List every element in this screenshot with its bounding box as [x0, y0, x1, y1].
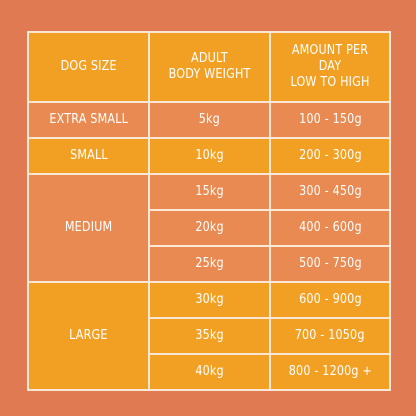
amount-cell: 800 - 1200g + [269, 353, 391, 391]
amount-value: 800 - 1200g + [288, 364, 372, 379]
dog-size-label: LARGE [69, 328, 108, 343]
dog-size-label: SMALL [69, 148, 108, 163]
weight-value: 40kg [195, 364, 224, 379]
header-dog-size: DOG SIZE [27, 31, 150, 103]
weight-cell: 20kg [148, 209, 271, 247]
header-row: DOG SIZE ADULT BODY WEIGHT AMOUNT PER DA… [27, 31, 391, 103]
table-row-large-1: LARGE 30kg 600 - 900g [27, 281, 391, 391]
table-row-medium-1: MEDIUM 15kg 300 - 450g [27, 173, 391, 283]
amount-cell: 600 - 900g [269, 281, 391, 319]
header-amount-line1: AMOUNT PER DAY [291, 43, 369, 74]
weight-cell: 10kg [148, 137, 271, 175]
header-body-weight: ADULT BODY WEIGHT [148, 31, 271, 103]
amount-cell: 400 - 600g [269, 209, 391, 247]
amount-cell: 700 - 1050g [269, 317, 391, 355]
weight-cell: 35kg [148, 317, 271, 355]
weight-cell: 40kg [148, 353, 271, 391]
dog-size-cell-large: LARGE [27, 281, 150, 391]
header-amount-per-day: AMOUNT PER DAY LOW TO HIGH [269, 31, 391, 103]
header-amount-line2: LOW TO HIGH [290, 75, 370, 90]
amount-value: 600 - 900g [298, 292, 362, 307]
amount-value: 200 - 300g [298, 148, 362, 163]
weight-value: 10kg [195, 148, 224, 163]
dog-size-cell-extra-small: EXTRA SMALL [27, 101, 150, 139]
weight-value: 15kg [195, 184, 224, 199]
header-body-weight-line2: BODY WEIGHT [168, 67, 251, 82]
amount-value: 700 - 1050g [295, 328, 365, 343]
weight-value: 25kg [195, 256, 224, 271]
amount-cell: 300 - 450g [269, 173, 391, 211]
table-row-small: SMALL 10kg 200 - 300g [27, 137, 391, 175]
amount-cell: 100 - 150g [269, 101, 391, 139]
dog-size-cell-small: SMALL [27, 137, 150, 175]
amount-value: 400 - 600g [298, 220, 362, 235]
header-body-weight-line1: ADULT [191, 51, 228, 66]
amount-value: 500 - 750g [298, 256, 362, 271]
weight-value: 30kg [195, 292, 224, 307]
weight-cell: 30kg [148, 281, 271, 319]
weight-cell: 25kg [148, 245, 271, 283]
weight-value: 20kg [195, 220, 224, 235]
dog-size-cell-medium: MEDIUM [27, 173, 150, 283]
amount-cell: 500 - 750g [269, 245, 391, 283]
amount-value: 100 - 150g [298, 112, 362, 127]
header-dog-size-label: DOG SIZE [60, 59, 117, 74]
table-row-medium-3: 25kg 500 - 750g [28, 245, 391, 283]
weight-value: 5kg [198, 112, 221, 127]
amount-value: 300 - 450g [298, 184, 362, 199]
feeding-guide-table: DOG SIZE ADULT BODY WEIGHT AMOUNT PER DA… [27, 31, 391, 391]
table-row-extra-small: EXTRA SMALL 5kg 100 - 150g [27, 101, 391, 139]
weight-cell: 15kg [148, 173, 271, 211]
dog-size-label: EXTRA SMALL [49, 112, 128, 127]
table-row-medium-2: 20kg 400 - 600g [28, 209, 391, 247]
dog-size-label: MEDIUM [64, 220, 113, 235]
weight-value: 35kg [195, 328, 224, 343]
amount-cell: 200 - 300g [269, 137, 391, 175]
weight-cell: 5kg [148, 101, 271, 139]
